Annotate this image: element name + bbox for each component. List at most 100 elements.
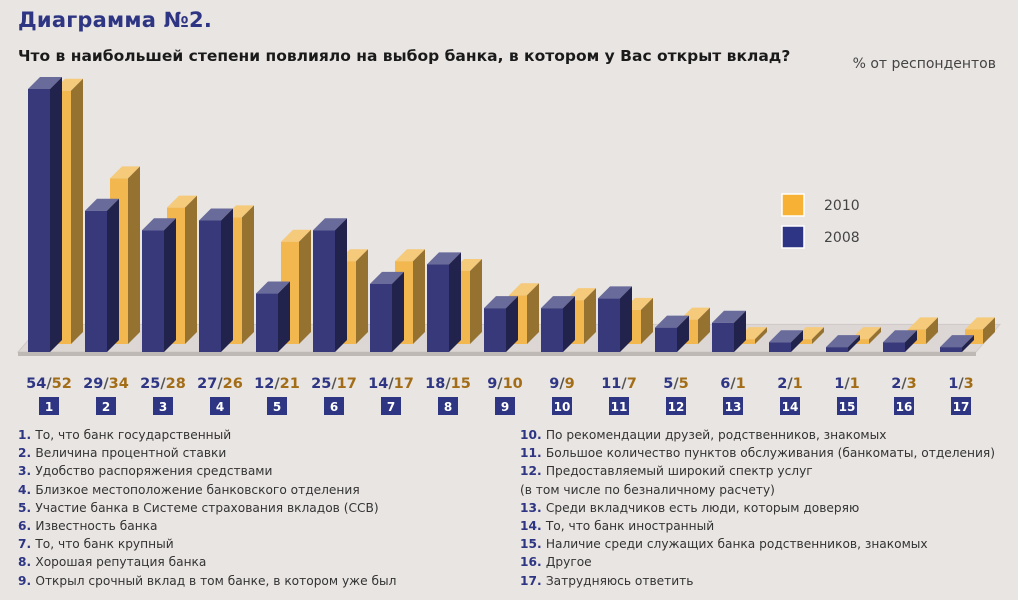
note-item: 3. Удобство распоряжения средствами xyxy=(18,462,396,480)
note-number: 9. xyxy=(18,573,36,588)
note-text: Хорошая репутация банка xyxy=(35,555,207,570)
note-text: Участие банка в Системе страхования вкла… xyxy=(35,500,379,515)
value-label: 12/21 xyxy=(254,376,300,392)
note-item: 16. Другое xyxy=(520,553,995,571)
value-label: 5/5 xyxy=(663,376,688,392)
bar-2008-6 xyxy=(313,218,347,352)
note-number: 10. xyxy=(520,428,546,442)
category-label: 3 xyxy=(159,400,167,414)
note-number: 6. xyxy=(18,519,36,534)
note-text: То, что банк государственный xyxy=(35,428,232,442)
bar-2008-1 xyxy=(28,77,62,352)
value-label: 9/9 xyxy=(549,376,574,392)
note-number: 12. xyxy=(520,464,546,479)
category-label: 8 xyxy=(444,400,452,414)
category-badge: 5 xyxy=(267,397,287,415)
bar-2008-9 xyxy=(484,296,518,352)
legend-label: 2008 xyxy=(824,230,860,246)
note-item: 15. Наличие среди служащих банка родстве… xyxy=(520,535,995,553)
category-label: 14 xyxy=(782,400,799,414)
note-text: Среди вкладчиков есть люди, которым дове… xyxy=(545,500,860,515)
bar-2008-5 xyxy=(256,281,290,352)
category-label: 5 xyxy=(273,400,281,414)
note-item: 12. Предоставляемый широкий спектр услуг xyxy=(520,462,995,480)
bar-2008-7 xyxy=(370,271,404,352)
category-label: 7 xyxy=(387,400,395,414)
note-number: 16. xyxy=(520,555,546,570)
note-number: 11. xyxy=(520,446,546,461)
value-label: 6/1 xyxy=(720,376,745,392)
notes-left: 1. То, что банк государственный 2. Величи… xyxy=(18,426,396,590)
value-label: 1/3 xyxy=(948,376,973,392)
note-item: 14. То, что банк иностранный xyxy=(520,517,995,535)
note-text: То, что банк крупный xyxy=(35,537,174,552)
note-text: Большое количество пунктов обслуживания … xyxy=(545,446,996,461)
note-item: 4. Близкое местоположение банковского от… xyxy=(18,481,396,499)
note-item: 11. Большое количество пунктов обслужива… xyxy=(520,444,995,462)
unit-label: % от респондентов xyxy=(852,56,996,72)
value-label: 14/17 xyxy=(368,376,414,392)
category-label: 15 xyxy=(839,400,856,414)
bar-2008-15 xyxy=(826,335,860,352)
category-badge: 3 xyxy=(153,397,173,415)
value-label: 2/3 xyxy=(891,376,916,392)
bar-2008-17 xyxy=(940,335,974,352)
note-number: 8. xyxy=(18,555,36,570)
note-number: 3. xyxy=(18,464,36,479)
note-item: (в том числе по безналичному расчету) xyxy=(520,481,995,499)
category-badge: 11 xyxy=(609,397,629,415)
floor-edge xyxy=(18,352,976,356)
bar-2008-4 xyxy=(199,208,233,352)
value-label: 18/15 xyxy=(425,376,471,392)
value-labels: 54/52 29/34 25/28 27/26 12/21 25/17 14/17 18/15… xyxy=(26,376,974,392)
bar-2008-11 xyxy=(598,286,632,352)
category-badge: 6 xyxy=(324,397,344,415)
note-item: 1. То, что банк государственный xyxy=(18,426,396,444)
legend-swatch xyxy=(781,225,805,249)
legend-item-2010: 2010 xyxy=(781,193,860,217)
legend-swatch xyxy=(781,193,805,217)
category-badge: 9 xyxy=(495,397,515,415)
note-item: 10. По рекомендации друзей, родственнико… xyxy=(520,426,995,444)
category-label: 2 xyxy=(102,400,110,414)
bar-2008-16 xyxy=(883,330,917,352)
category-label: 9 xyxy=(501,400,509,414)
bar-2008-8 xyxy=(427,252,461,352)
value-label: 25/28 xyxy=(140,376,186,392)
category-badge: 7 xyxy=(381,397,401,415)
category-label: 16 xyxy=(896,400,913,414)
category-badge: 1 xyxy=(39,397,59,415)
category-badge: 13 xyxy=(723,397,743,415)
category-badge: 2 xyxy=(96,397,116,415)
note-text: Затрудняюсь ответить xyxy=(545,573,694,588)
bar-2008-14 xyxy=(769,330,803,352)
category-badge: 15 xyxy=(837,397,857,415)
value-label: 25/17 xyxy=(311,376,357,392)
category-badge: 12 xyxy=(666,397,686,415)
value-label: 54/52 xyxy=(26,376,72,392)
category-label: 4 xyxy=(216,400,224,414)
value-label: 29/34 xyxy=(83,376,129,392)
value-label: 1/1 xyxy=(834,376,859,392)
note-text: Наличие среди служащих банка родственник… xyxy=(545,537,928,552)
note-number: 14. xyxy=(520,519,546,534)
chart-title: Диаграмма №2. xyxy=(18,8,213,32)
note-item: 6. Известность банка xyxy=(18,517,396,535)
note-number: 15. xyxy=(520,537,546,552)
value-label: 27/26 xyxy=(197,376,243,392)
note-item: 5. Участие банка в Системе страхования в… xyxy=(18,499,396,517)
note-number: 2. xyxy=(18,446,36,461)
note-text: Известность банка xyxy=(35,519,158,534)
note-text: Величина процентной ставки xyxy=(35,446,227,461)
note-number: 13. xyxy=(520,500,546,515)
note-item: 9. Открыл срочный вклад в том банке, в к… xyxy=(18,572,396,590)
legend-label: 2010 xyxy=(824,198,860,214)
category-badge: 4 xyxy=(210,397,230,415)
note-text: То, что банк иностранный xyxy=(545,519,715,534)
note-text: Близкое местоположение банковского отдел… xyxy=(35,482,360,497)
category-label: 13 xyxy=(725,400,742,414)
note-number: 7. xyxy=(18,537,36,552)
note-item: 13. Среди вкладчиков есть люди, которым … xyxy=(520,499,995,517)
category-badge: 10 xyxy=(552,397,572,415)
note-number: 1. xyxy=(18,428,36,442)
